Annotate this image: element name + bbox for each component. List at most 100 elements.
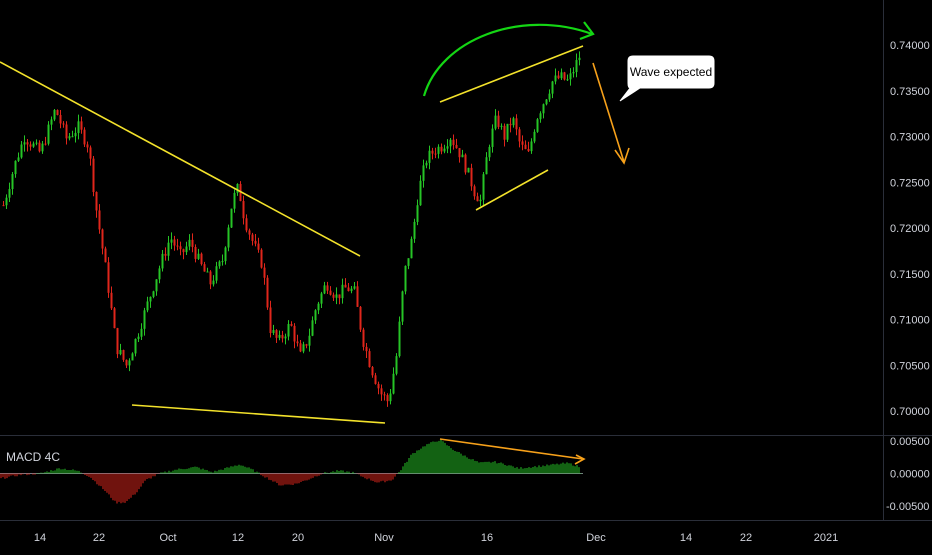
price-candle-body	[341, 284, 344, 299]
price-candle-body	[395, 356, 398, 374]
price-candle-body	[182, 249, 185, 253]
price-candle-body	[389, 393, 392, 402]
price-axis-tick-label: 0.71000	[890, 315, 930, 327]
price-candle-body	[86, 144, 89, 148]
price-axis-tick-label: 0.70000	[890, 406, 930, 418]
price-candle-body	[197, 253, 200, 259]
price-candle-body	[347, 287, 350, 292]
macd-axis-tick-label: 0.00000	[890, 469, 930, 481]
price-candle-body	[56, 110, 59, 116]
price-candle-body	[305, 344, 308, 346]
price-candle-body	[311, 320, 314, 336]
time-axis-tick-label: 12	[232, 532, 244, 544]
price-candle-body	[194, 247, 197, 259]
price-candle-body	[539, 113, 542, 120]
price-candle-body	[413, 221, 416, 239]
price-candle-body	[11, 174, 14, 190]
price-candle-body	[428, 150, 431, 163]
price-candle-body	[179, 246, 182, 250]
price-candle-body	[251, 234, 254, 241]
price-candle-body	[404, 265, 407, 292]
price-candle-body	[95, 191, 98, 211]
price-candle-body	[224, 247, 227, 262]
price-candle-body	[38, 142, 41, 152]
price-candle-body	[416, 205, 419, 222]
price-candle-body	[239, 183, 242, 202]
rising-wedge-upper-line	[439, 45, 584, 103]
price-candle-body	[572, 72, 575, 74]
annotation-layer: Wave expected	[0, 21, 715, 465]
price-candle-body	[422, 165, 425, 181]
price-candle-body	[215, 266, 218, 281]
price-candle-body	[50, 119, 53, 125]
macd-divergence-arrow-head	[574, 454, 586, 465]
price-candle-body	[344, 284, 347, 288]
price-candle-body	[23, 142, 26, 145]
price-candle-body	[173, 239, 176, 246]
price-candle-body	[272, 330, 275, 334]
price-candle-body	[488, 146, 491, 158]
price-candle-body	[449, 139, 452, 147]
price-candle-body	[494, 115, 497, 129]
price-candle-body	[236, 183, 239, 193]
price-candle-body	[578, 57, 581, 61]
price-candle-body	[209, 271, 212, 285]
price-candle-body	[419, 180, 422, 206]
price-candle-body	[26, 142, 29, 145]
price-candle-body	[386, 395, 389, 402]
price-candle-body	[101, 229, 104, 249]
price-candle-body	[68, 136, 71, 139]
price-candle-body	[368, 351, 371, 368]
price-candle-body	[443, 148, 446, 152]
price-candle-body	[500, 125, 503, 127]
price-candle-body	[320, 293, 323, 304]
price-candle-body	[134, 338, 137, 354]
price-candle-body	[161, 253, 164, 269]
price-candle-body	[155, 279, 158, 292]
time-axis-tick-label: 14	[34, 532, 46, 544]
time-axis-tick-label: 2021	[814, 532, 838, 544]
price-axis-tick-label: 0.71500	[890, 269, 930, 281]
price-candle-body	[140, 328, 143, 337]
price-candle-body	[557, 75, 560, 79]
price-candle-body	[575, 60, 578, 73]
price-candle-body	[350, 288, 353, 292]
price-candle-body	[230, 208, 233, 228]
price-candle-body	[431, 150, 434, 154]
price-candle-body	[29, 144, 32, 147]
price-candle-body	[131, 353, 134, 361]
price-candle-body	[440, 146, 443, 152]
price-candle-body	[548, 93, 551, 100]
price-candle-body	[410, 238, 413, 259]
price-candle-body	[302, 344, 305, 352]
price-candle-body	[89, 147, 92, 159]
price-candle-body	[296, 341, 299, 344]
price-candle-body	[188, 239, 191, 247]
time-axis-tick-label: Dec	[586, 532, 606, 544]
price-candle-body	[569, 73, 572, 80]
price-candle-body	[254, 240, 257, 244]
price-candle-body	[524, 144, 527, 149]
price-candle-body	[65, 124, 68, 139]
price-candle-body	[263, 267, 266, 278]
down-arrow-head	[614, 147, 630, 165]
price-candle-body	[530, 141, 533, 152]
price-candle-body	[563, 72, 566, 80]
price-candle-body	[476, 196, 479, 202]
price-candle-body	[425, 162, 428, 166]
price-candle-body	[401, 291, 404, 322]
price-candle-body	[455, 144, 458, 149]
price-candle-body	[119, 350, 122, 355]
price-candle-body	[170, 239, 173, 243]
price-candle-body	[485, 157, 488, 175]
price-candle-body	[92, 158, 95, 192]
price-candle-body	[473, 186, 476, 197]
price-candle-body	[482, 174, 485, 200]
price-candle-body	[164, 253, 167, 256]
time-axis-tick-label: 22	[740, 532, 752, 544]
down-arrow	[592, 62, 625, 163]
price-candle-body	[53, 110, 56, 120]
price-candle-body	[278, 334, 281, 338]
